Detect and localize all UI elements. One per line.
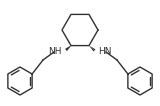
- Text: NH: NH: [48, 47, 62, 56]
- Polygon shape: [65, 45, 71, 51]
- Text: HN: HN: [98, 47, 112, 56]
